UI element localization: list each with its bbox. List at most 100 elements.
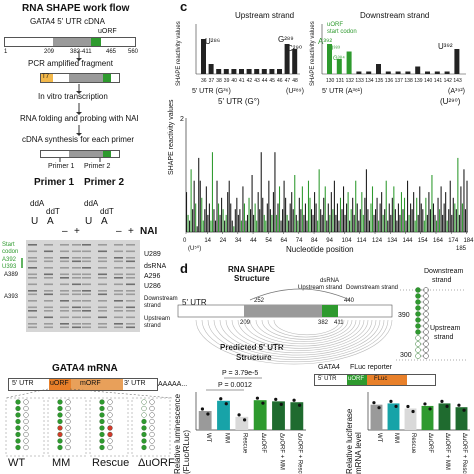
predicted-arc-0	[195, 319, 393, 365]
gel-band-35	[60, 260, 69, 263]
main-bar-88	[320, 209, 322, 232]
gel-band-106	[114, 300, 123, 302]
gel-band-123	[126, 306, 135, 309]
main-bar-52	[265, 220, 267, 232]
upstream-bar-39	[223, 69, 229, 74]
main-tick-114: 114	[357, 238, 367, 244]
main-bar-49	[260, 152, 262, 232]
main-bar-9	[199, 180, 201, 232]
mrna-bar-0	[370, 404, 383, 430]
main-bar-16	[210, 220, 212, 232]
main-bar-175	[452, 197, 454, 232]
downstream-bar-139	[415, 66, 421, 74]
t7-label: T7	[42, 74, 50, 80]
main-bar-4	[192, 209, 194, 232]
main-bar-146	[408, 214, 410, 232]
hairpin-upstream-2: strand	[434, 334, 454, 341]
upstream-bar-42	[246, 69, 252, 74]
main-bar-163	[434, 214, 436, 232]
mrna-cat-5: ΔuORF + Rescue	[461, 433, 467, 474]
main-bar-7	[196, 226, 198, 232]
main-bar-21	[218, 203, 220, 232]
cdna-tick-465: 465	[106, 49, 117, 55]
lum-dot-a-5	[292, 398, 296, 402]
gel-band-60	[72, 310, 81, 312]
main-bar-10	[201, 197, 203, 232]
gel-label-u286: U286	[144, 283, 161, 290]
gel-band-92	[98, 310, 107, 312]
variant-rescue-r-0	[107, 399, 113, 405]
variant-duorf-l-7	[141, 444, 147, 451]
gel-band-55	[72, 283, 81, 286]
main-bar-124	[375, 209, 377, 232]
gel-band-11	[28, 306, 37, 309]
structure-upstream: Upstream strand	[298, 285, 343, 291]
gel-band-103	[114, 283, 123, 286]
gel-band-17	[44, 250, 53, 253]
gel-band-119	[126, 283, 135, 286]
main-bar-94	[329, 214, 331, 232]
main-bar-144	[405, 220, 407, 232]
main-bar-64	[283, 180, 285, 232]
downstream-bar-134	[366, 71, 372, 74]
gel-band-43	[60, 306, 69, 309]
downstream-bar-142	[444, 71, 450, 74]
predicted-arc-6	[231, 319, 369, 351]
variant-wt-l-0	[15, 399, 21, 405]
main-bar-36	[240, 220, 242, 232]
gel-band-87	[98, 283, 107, 286]
gel-band-110	[114, 323, 123, 325]
lane-u-1: U	[31, 216, 39, 227]
main-bar-123	[373, 214, 375, 232]
variant-mm-l-0	[57, 399, 63, 405]
variant-wt-r-1	[23, 405, 29, 412]
mrna-cat-3: ΔuORF	[427, 433, 433, 453]
nai-minus-1: –	[62, 226, 68, 237]
variant-rescue-r-4	[107, 425, 113, 431]
main-bar-69	[291, 192, 293, 232]
predicted-arc-3	[213, 319, 381, 358]
gel-band-58	[72, 300, 81, 302]
lane-dda-1: ddA	[30, 199, 45, 208]
primer-bar	[40, 150, 120, 158]
downstream-utr-end: (A³⁹²)	[448, 88, 465, 95]
main-bar-81	[309, 197, 311, 232]
primer1-small: Primer 1	[48, 163, 75, 170]
main-bar-25	[224, 220, 226, 232]
main-bar-78	[304, 203, 306, 232]
main-bar-14	[207, 214, 209, 232]
variant-duorf-l-0	[141, 399, 147, 405]
upstream-tick-46: 46	[277, 78, 283, 84]
main-bar-160	[429, 209, 431, 232]
variant-duorf-r-0	[149, 399, 155, 405]
gel-band-37	[60, 273, 69, 276]
main-bar-181	[461, 203, 463, 232]
main-bar-26	[225, 214, 227, 232]
mrna-cat-2: Rescue	[410, 433, 416, 454]
main-bar-38	[243, 203, 245, 232]
main-bar-113	[358, 220, 360, 232]
main-bar-158	[426, 214, 428, 232]
gel-band-62	[72, 323, 81, 325]
primer2-small: Primer 2	[84, 163, 111, 170]
main-bar-140	[399, 214, 401, 232]
downstream-tick-141: 141	[434, 78, 443, 84]
gel-band-53	[72, 273, 81, 276]
lane-dda-2: ddA	[84, 199, 99, 208]
main-bar-168	[442, 214, 444, 232]
upstream-utr: 5' UTR (G³⁶)	[192, 88, 231, 95]
main-bar-55	[269, 209, 271, 232]
main-bar-171	[446, 220, 448, 232]
main-tick-104: 104	[342, 238, 353, 244]
variant-duorf-l-2	[141, 412, 147, 418]
main-bar-18	[213, 209, 215, 232]
gel-band-61	[72, 316, 81, 319]
gel-band-30	[44, 323, 53, 325]
main-bar-68	[289, 203, 291, 232]
main-bar-121	[370, 203, 372, 232]
gel-band-99	[114, 260, 123, 263]
predicted-arc-10	[255, 319, 353, 342]
mrna-dot-b-2	[411, 409, 415, 414]
gel-band-76	[82, 310, 91, 312]
main-bar-83	[312, 214, 314, 232]
